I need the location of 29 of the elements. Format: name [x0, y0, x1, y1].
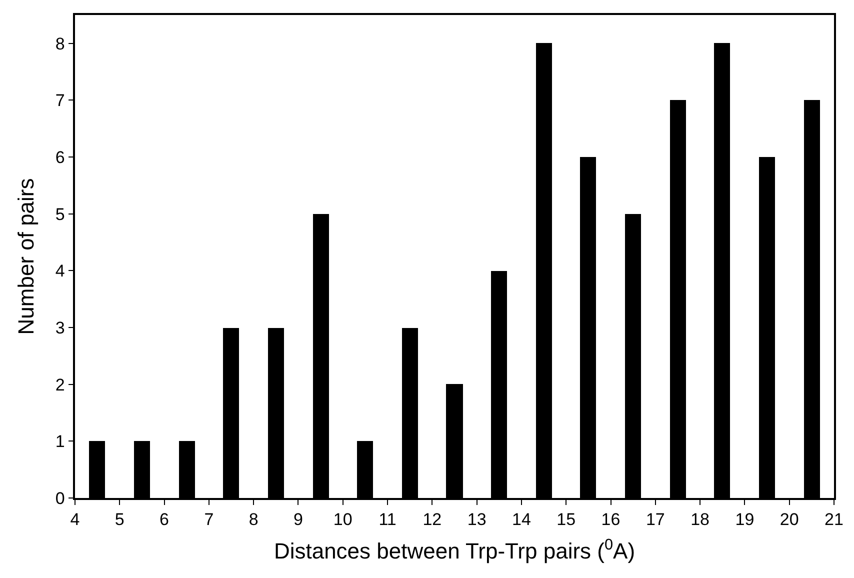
y-tick-label: 3 — [55, 318, 65, 338]
x-tick-label: 17 — [646, 510, 665, 530]
x-tick-label: 19 — [735, 510, 754, 530]
x-tick-label: 11 — [378, 510, 396, 530]
x-tick-label: 21 — [824, 510, 844, 530]
y-tick-label: 6 — [55, 148, 65, 168]
x-tick-label: 15 — [556, 510, 576, 530]
x-tick-label: 13 — [467, 510, 486, 530]
x-tick-label: 5 — [114, 510, 124, 530]
y-tick-label: 2 — [55, 375, 65, 394]
y-tick-label: 0 — [55, 488, 65, 508]
x-tick-label: 8 — [248, 510, 258, 530]
x-tick-label: 16 — [601, 510, 620, 530]
x-tick-label: 7 — [204, 510, 214, 530]
x-tick-label: 20 — [780, 510, 799, 530]
x-tick-label: 18 — [690, 510, 710, 530]
y-tick-label: 5 — [55, 204, 65, 224]
x-tick-label: 12 — [422, 510, 442, 530]
y-tick-label: 1 — [55, 432, 65, 452]
x-tick-label: 4 — [70, 510, 80, 530]
x-tick-label: 10 — [333, 510, 352, 530]
y-axis-title: Number of pairs — [14, 178, 39, 335]
y-tick-label: 7 — [55, 91, 65, 110]
x-axis-title: Distances between Trp-Trp pairs ($^{0}$A) — [274, 536, 636, 564]
x-tick-label: 9 — [294, 510, 303, 530]
y-tick-label: 8 — [55, 34, 65, 54]
x-tick-label: 6 — [160, 510, 170, 530]
y-tick-label: 4 — [55, 262, 65, 281]
x-tick-label: 14 — [512, 510, 531, 530]
